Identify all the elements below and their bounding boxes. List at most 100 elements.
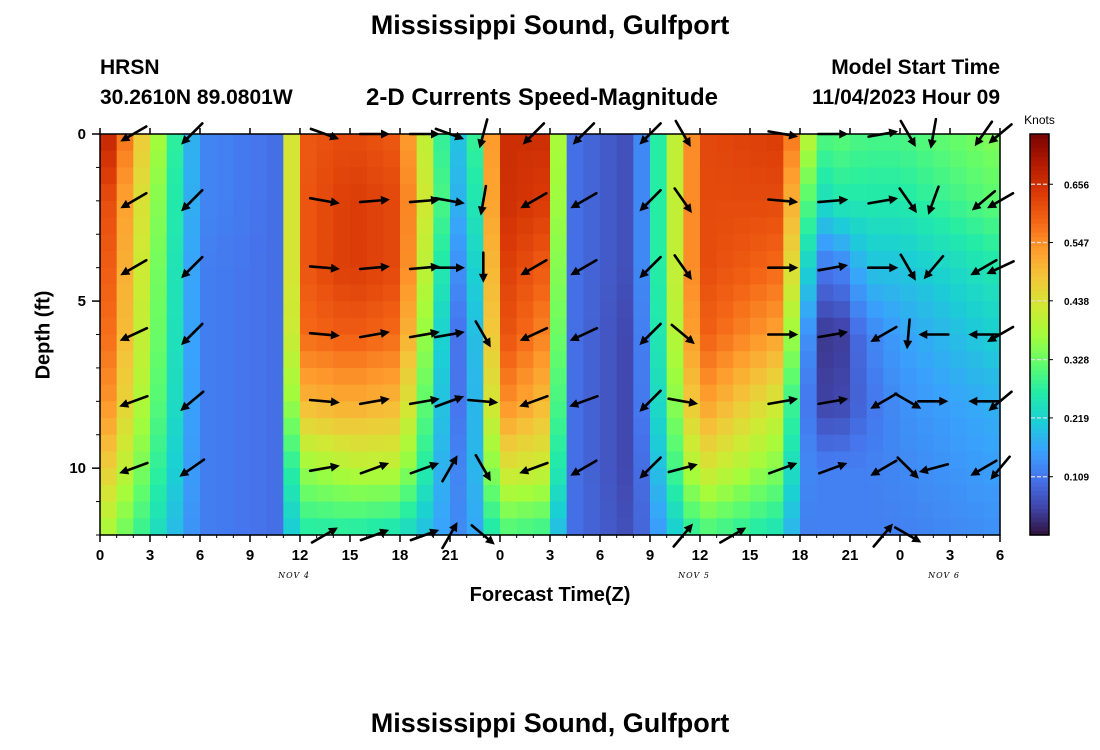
colorbar-segment	[1030, 200, 1049, 206]
heatmap-cell	[433, 200, 451, 219]
heatmap-cell	[533, 367, 551, 386]
heatmap-cell	[100, 150, 118, 169]
heatmap-cell	[783, 284, 801, 302]
heatmap-cell	[850, 217, 868, 235]
heatmap-cell	[266, 200, 284, 219]
heatmap-cell	[933, 501, 951, 519]
heatmap-cell	[416, 468, 434, 486]
heatmap-cell	[600, 351, 618, 369]
station-coordinates: 30.2610N 89.0801W	[100, 86, 293, 109]
heatmap-cell	[933, 150, 951, 169]
heatmap-cell	[866, 384, 884, 402]
heatmap-cell	[233, 434, 251, 453]
heatmap-cell	[850, 134, 868, 152]
current-vector	[474, 320, 491, 348]
heatmap-cell	[783, 267, 801, 285]
heatmap-cell	[833, 468, 851, 486]
heatmap-cell	[650, 267, 668, 285]
x-tick-label: 0	[496, 547, 504, 564]
heatmap-cell	[766, 384, 784, 402]
heatmap-cell	[983, 418, 1001, 436]
heatmap-cell	[816, 150, 834, 169]
heatmap-cell	[350, 317, 368, 336]
heatmap-cell	[616, 468, 634, 486]
heatmap-cell	[216, 367, 234, 386]
heatmap-cell	[533, 234, 551, 252]
heatmap-cell	[983, 384, 1001, 402]
heatmap-cell	[833, 401, 851, 419]
colorbar-units-label: Knots	[1024, 113, 1055, 127]
heatmap-cell	[116, 284, 134, 302]
heatmap-cell	[300, 367, 318, 386]
heatmap-cell	[266, 284, 284, 302]
colorbar-segment	[1030, 325, 1049, 331]
heatmap-cell	[400, 518, 418, 536]
heatmap-cell	[266, 150, 284, 169]
heatmap-cell	[750, 501, 768, 519]
heatmap-cell	[216, 284, 234, 302]
heatmap-cell	[783, 351, 801, 369]
heatmap-cell	[600, 418, 618, 436]
current-vector	[817, 262, 849, 272]
heatmap-cell	[150, 150, 168, 169]
heatmap-cell	[533, 267, 551, 285]
heatmap-cell	[983, 484, 1001, 503]
heatmap-cell	[583, 234, 601, 252]
colorbar-segment	[1030, 245, 1049, 251]
heatmap-cell	[850, 301, 868, 319]
colorbar-segment	[1030, 134, 1049, 140]
colorbar-segment	[1030, 392, 1049, 398]
heatmap-cell	[366, 401, 384, 419]
heatmap-cell	[916, 284, 934, 302]
chart-axes: 0 3 6 9 12 15 18 21 0 3 6 9 12 15 18 21 0 3 6 NOV 4 NOV 5 NOV…	[69, 126, 1004, 580]
heatmap-cell	[400, 384, 418, 402]
heatmap-cell	[566, 250, 584, 269]
heatmap-cell	[666, 134, 684, 152]
heatmap-cell	[283, 267, 301, 285]
heatmap-cell	[800, 317, 818, 336]
heatmap-cell	[950, 384, 968, 402]
heatmap-cell	[666, 418, 684, 436]
heatmap-cell	[450, 451, 468, 469]
heatmap-cell	[833, 384, 851, 402]
heatmap-cell	[483, 250, 501, 269]
heatmap-cell	[983, 234, 1001, 252]
heatmap-cell	[166, 184, 184, 202]
heatmap-cell	[433, 150, 451, 169]
heatmap-cell	[933, 401, 951, 419]
heatmap-cell	[533, 134, 551, 152]
heatmap-cell	[500, 484, 518, 503]
heatmap-cell	[733, 217, 751, 235]
current-vector	[310, 527, 338, 544]
heatmap-cell	[283, 234, 301, 252]
heatmap-cell	[750, 250, 768, 269]
heatmap-cell	[716, 234, 734, 252]
heatmap-cell	[650, 150, 668, 169]
heatmap-cell	[783, 468, 801, 486]
colorbar-tick-label: 0.219	[1064, 414, 1089, 425]
heatmap-cell	[500, 184, 518, 202]
heatmap-cell	[733, 434, 751, 453]
heatmap-cell	[950, 351, 968, 369]
colorbar-segment	[1030, 312, 1049, 318]
colorbar-segment	[1030, 477, 1049, 483]
heatmap-cell	[483, 301, 501, 319]
heatmap-cell	[216, 150, 234, 169]
heatmap-cell	[216, 184, 234, 202]
heatmap-cell	[216, 200, 234, 219]
heatmap-cell	[183, 384, 201, 402]
heatmap-cell	[700, 367, 718, 386]
heatmap-cell	[166, 401, 184, 419]
heatmap-cell	[966, 267, 984, 285]
heatmap-cell	[550, 518, 568, 536]
heatmap-cell	[116, 518, 134, 536]
heatmap-cell	[983, 518, 1001, 536]
heatmap-cell	[783, 301, 801, 319]
heatmap-cell	[166, 317, 184, 336]
heatmap-cell	[400, 200, 418, 219]
heatmap-cell	[216, 301, 234, 319]
heatmap-cell	[650, 401, 668, 419]
heatmap-cell	[833, 518, 851, 536]
heatmap-cell	[616, 334, 634, 352]
colorbar-segment	[1030, 481, 1049, 487]
